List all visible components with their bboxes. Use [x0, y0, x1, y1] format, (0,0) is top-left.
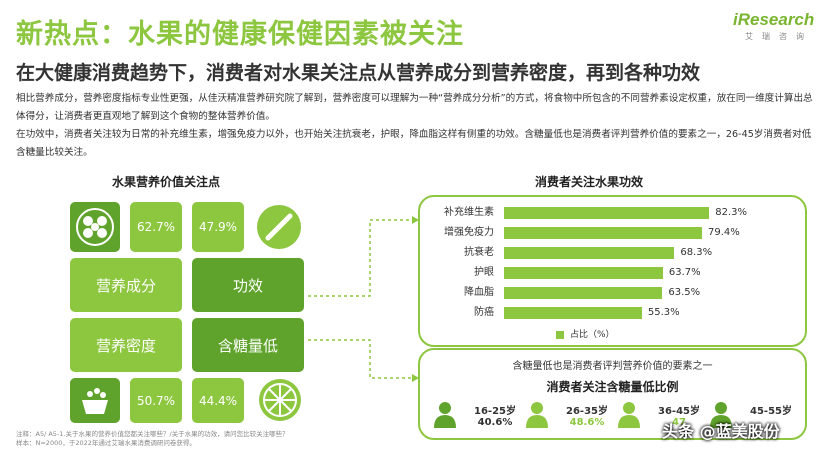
- bar-row: 补充维生素 82.3%: [428, 203, 798, 223]
- bar-category-label: 降血脂: [464, 287, 494, 298]
- efficacy-chart-panel: 补充维生素 82.3% 增强免疫力 79.4% 抗衰老 68.3% 护眼 63.7% 降血脂 63…: [418, 195, 807, 347]
- low-sugar-pct-tile: 44.4%: [192, 378, 244, 423]
- bar: [504, 207, 710, 219]
- bar-row: 护眼 63.7%: [428, 263, 798, 283]
- food-bowl-icon-tile: [70, 378, 120, 423]
- bar-category-label: 防癌: [474, 307, 494, 318]
- legend-swatch: [556, 330, 564, 339]
- efficacy-pct-tile: 47.9%: [192, 202, 244, 252]
- age-group-value: 48.6%: [569, 417, 605, 428]
- legend-label: 占比（%）: [570, 330, 615, 340]
- density-tile: 营养密度: [70, 318, 182, 372]
- nutrition-tile: 营养成分: [70, 258, 182, 312]
- page-title: 新热点：水果的健康保健因素被关注: [16, 19, 464, 50]
- logo-text: iResearch: [733, 10, 815, 29]
- connector-lines: [308, 216, 419, 382]
- bar-value-label: 79.4%: [708, 227, 740, 238]
- bar-row: 降血脂 63.5%: [428, 283, 798, 303]
- bar-category-label: 护眼: [474, 267, 494, 278]
- bar-value-label: 82.3%: [715, 207, 748, 218]
- age-group: 36-45岁 47: [644, 402, 714, 428]
- age-group-value: 47: [672, 417, 686, 428]
- bar-row: 增强免疫力 79.4%: [428, 223, 798, 243]
- person-icon: [618, 402, 640, 428]
- intro-paragraph-1: 相比营养成分，营养密度指标专业性更强，从佳沃精准营养研究院了解到，营养密度可以理…: [16, 93, 813, 122]
- age-group-label: 36-45岁: [658, 406, 700, 417]
- bar-row: 抗衰老 68.3%: [428, 243, 798, 263]
- person-icon: [526, 402, 548, 428]
- nutrition-dots-icon: [76, 208, 114, 246]
- left-panel-title: 水果营养价值关注点: [112, 175, 221, 189]
- nutrition-dots-icon-tile: [70, 202, 120, 252]
- intro-paragraphs: 相比营养成分，营养密度指标专业性更强，从佳沃精准营养研究院了解到，营养密度可以理…: [16, 90, 816, 162]
- nutrition-pct-tile: 62.7%: [130, 202, 182, 252]
- chart-title: 消费者关注水果功效: [535, 175, 644, 189]
- age-group: 16-25岁 40.6%: [460, 402, 530, 428]
- logo-subtext: 艾瑞咨询: [745, 32, 813, 41]
- pill-icon: [257, 205, 301, 249]
- bar-category-label: 增强免疫力: [444, 227, 494, 238]
- age-group-label: 26-35岁: [566, 406, 608, 417]
- person-icon: [710, 402, 732, 428]
- efficacy-tile: 功效: [192, 258, 304, 312]
- age-group-label: 16-25岁: [474, 406, 516, 417]
- bar: [504, 267, 663, 279]
- footnote-line-2: 样本：N=2000，于2022年通过艾瑞水果消费调研问卷获得。: [16, 439, 196, 447]
- watermark: 头条 @蓝美股份: [662, 422, 780, 441]
- bar: [504, 227, 703, 239]
- bar-value-label: 63.5%: [668, 287, 701, 298]
- bar-value-label: 55.3%: [647, 307, 680, 318]
- intro-paragraph-2: 在功效中，消费者关注较为日常的补充维生素，增强免疫力以外，也开始关注抗衰老，护眼…: [16, 129, 812, 158]
- bar-value-label: 63.7%: [668, 267, 701, 278]
- age-panel-title: 消费者关注含糖量低比例: [546, 380, 679, 394]
- age-group: 45-55岁: [736, 402, 806, 417]
- bar-value-label: 68.3%: [680, 247, 713, 258]
- bar-category-label: 补充维生素: [444, 207, 494, 218]
- food-bowl-icon: [82, 388, 108, 414]
- pill-icon-tile: [254, 202, 304, 252]
- age-panel-caption: 含糖量低也是消费者评判营养价值的要素之一: [512, 361, 713, 372]
- footnote-line-1: 注释：A5/ A5-1.关于水果的营养价值您都关注哪些？/关于水果的功效，请问您…: [16, 430, 289, 438]
- low-sugar-tile: 含糖量低: [192, 318, 304, 372]
- low-sugar-age-panel: 含糖量低也是消费者评判营养价值的要素之一 消费者关注含糖量低比例 16-25岁 4…: [418, 348, 807, 440]
- chart-legend: 占比（%）: [556, 327, 615, 340]
- bar-row: 防癌 55.3%: [428, 303, 798, 323]
- person-icon: [434, 402, 456, 428]
- bar: [504, 287, 663, 299]
- page-subtitle: 在大健康消费趋势下，消费者对水果关注点从营养成分到营养密度，再到各种功效: [16, 62, 701, 84]
- age-group-label: 45-55岁: [750, 406, 792, 417]
- density-pct-tile: 50.7%: [130, 378, 182, 423]
- bar: [504, 247, 675, 259]
- footnote: 注释：A5/ A5-1.关于水果的营养价值您都关注哪些？/关于水果的功效，请问您…: [16, 430, 289, 448]
- age-group: 26-35岁 48.6%: [552, 402, 622, 428]
- bar-category-label: 抗衰老: [464, 247, 494, 258]
- bar: [504, 307, 642, 319]
- iresearch-logo: iResearch 艾瑞咨询: [733, 10, 823, 42]
- citrus-slice-icon-tile: [256, 376, 304, 424]
- citrus-slice-icon: [259, 379, 301, 421]
- age-group-value: 40.6%: [477, 417, 513, 428]
- bar-chart: 补充维生素 82.3% 增强免疫力 79.4% 抗衰老 68.3% 护眼 63.7% 降血脂 63…: [428, 203, 798, 323]
